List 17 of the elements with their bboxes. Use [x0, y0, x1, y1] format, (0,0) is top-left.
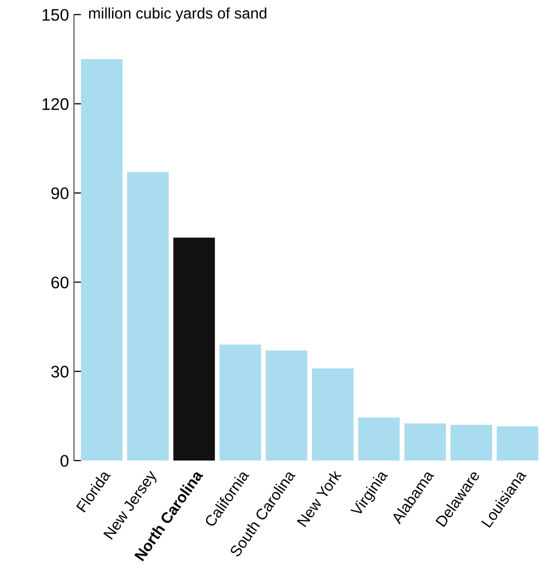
y-tick-label: 60 — [51, 276, 68, 288]
y-tick-label: 150 — [42, 8, 68, 21]
bar — [173, 238, 215, 461]
bar — [450, 424, 492, 461]
bar — [358, 417, 400, 461]
y-tick-label: 120 — [42, 98, 68, 110]
bar — [496, 426, 538, 461]
bar — [80, 59, 122, 461]
bar — [266, 350, 308, 461]
bar — [220, 344, 262, 461]
y-axis-title: million cubic yards of sand — [89, 7, 266, 22]
bar — [404, 423, 446, 461]
y-tick-label: 0 — [60, 454, 68, 467]
y-tick-label: 30 — [51, 366, 68, 378]
bar — [312, 368, 354, 461]
bar — [127, 172, 169, 461]
y-tick-label: 90 — [51, 187, 68, 200]
